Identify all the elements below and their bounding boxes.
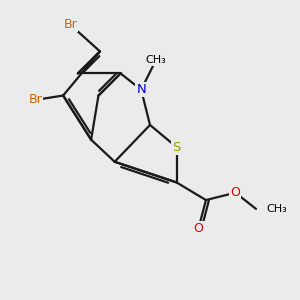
Text: Br: Br: [64, 18, 77, 32]
Text: S: S: [172, 141, 181, 154]
Text: Br: Br: [28, 93, 42, 106]
Text: CH₃: CH₃: [266, 204, 287, 214]
Text: CH₃: CH₃: [146, 55, 166, 65]
Text: N: N: [136, 83, 146, 96]
Text: O: O: [230, 186, 240, 199]
Text: O: O: [194, 221, 203, 235]
